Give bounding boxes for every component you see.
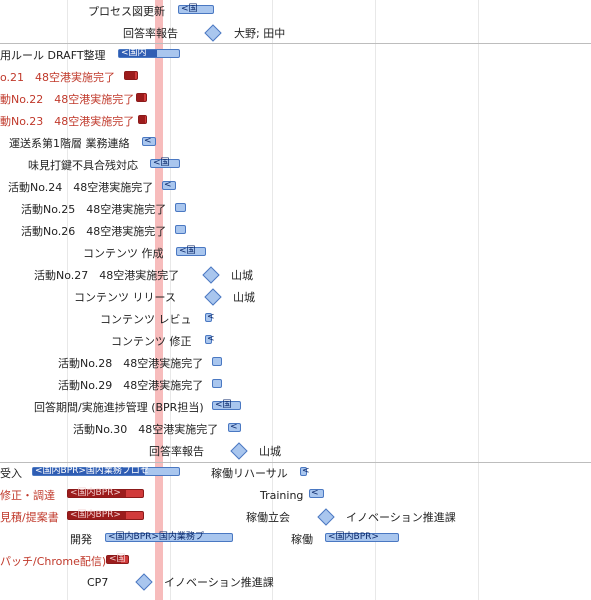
resource-label: 山城 xyxy=(231,269,253,282)
task-bar[interactable]: <国 xyxy=(176,246,206,256)
task-bar[interactable]: <国内 xyxy=(118,48,180,58)
task-bar[interactable]: <国 xyxy=(150,158,180,168)
task-label[interactable]: プロセス図更新 xyxy=(88,5,165,18)
timeline-gridline xyxy=(478,0,479,600)
task-bar-label: <国 xyxy=(153,158,170,168)
task-bar[interactable]: < xyxy=(205,312,215,322)
task-label[interactable]: 活動No.26 48空港実施完了 xyxy=(21,225,167,238)
progress-fill xyxy=(139,116,145,123)
milestone-label[interactable]: 稼働立会 xyxy=(246,511,290,524)
task-label[interactable]: 用ルール DRAFT整理 xyxy=(0,49,106,62)
milestone-label[interactable]: 回答率報告 xyxy=(149,445,204,458)
task-label[interactable]: パッチ/Chrome配信) xyxy=(0,555,107,568)
task-label[interactable]: Training xyxy=(260,489,304,502)
task-bar[interactable]: < xyxy=(162,180,176,190)
task-bar-label: < xyxy=(207,312,215,322)
progress-fill xyxy=(137,94,144,101)
task-bar-label: <国 xyxy=(215,400,232,410)
task-label[interactable]: 稼働 xyxy=(291,533,313,546)
task-label[interactable]: 活動No.28 48空港実施完了 xyxy=(58,357,204,370)
task-bar[interactable]: < xyxy=(205,334,215,344)
milestone-label[interactable]: CP7 xyxy=(87,576,109,589)
timeline-gridline xyxy=(67,0,68,600)
task-bar-label: <国内BPR> xyxy=(328,532,379,542)
critical-task-bar[interactable]: <国内BPR> xyxy=(67,510,144,520)
resource-label: 山城 xyxy=(233,291,255,304)
task-bar-label: < xyxy=(144,136,152,146)
task-bar[interactable] xyxy=(175,225,186,234)
resource-label: イノベーション推進課 xyxy=(164,576,274,589)
task-bar[interactable]: <国内BPR> xyxy=(325,532,399,542)
resource-label: イノベーション推進課 xyxy=(346,511,456,524)
critical-task-bar[interactable] xyxy=(138,115,147,124)
task-bar-label: <国内BPR> xyxy=(70,510,121,520)
timeline-gridline xyxy=(170,0,171,600)
task-bar-label: <国 xyxy=(181,4,198,14)
progress-fill xyxy=(107,556,121,563)
task-bar-label: < xyxy=(164,180,172,190)
critical-task-bar[interactable] xyxy=(124,71,138,80)
milestone-label[interactable]: コンテンツ リリース xyxy=(74,291,176,304)
progress-fill xyxy=(119,50,157,57)
progress-fill xyxy=(68,490,126,497)
task-bar-label: <国 xyxy=(179,246,196,256)
critical-task-bar[interactable]: <国 xyxy=(106,554,129,564)
critical-task-bar[interactable] xyxy=(136,93,147,102)
task-bar[interactable]: <国内BPR>国内業務プ xyxy=(105,532,233,542)
task-label[interactable]: 開発 xyxy=(70,533,92,546)
section-separator xyxy=(0,43,591,44)
progress-fill xyxy=(68,512,126,519)
task-label[interactable]: 動No.22 48空港実施完了 xyxy=(0,93,135,106)
task-label[interactable]: コンテンツ 作成 xyxy=(83,247,164,260)
task-label[interactable]: 活動No.25 48空港実施完了 xyxy=(21,203,167,216)
task-label[interactable]: o.21 48空港実施完了 xyxy=(0,71,116,84)
task-bar-label: <国内 xyxy=(121,48,147,58)
task-label[interactable]: 活動No.24 48空港実施完了 xyxy=(8,181,154,194)
task-label[interactable]: コンテンツ レビュ xyxy=(100,313,192,326)
task-bar[interactable]: < xyxy=(300,466,310,476)
task-bar[interactable]: < xyxy=(309,488,324,498)
task-label[interactable]: 活動No.29 48空港実施完了 xyxy=(58,379,204,392)
resource-label: 山城 xyxy=(259,445,281,458)
timeline-gridline xyxy=(272,0,273,600)
section-separator xyxy=(0,462,591,463)
milestone-label[interactable]: 活動No.27 48空港実施完了 xyxy=(34,269,180,282)
task-bar[interactable]: < xyxy=(142,136,156,146)
task-bar-label: < xyxy=(207,334,215,344)
task-label[interactable]: コンテンツ 修正 xyxy=(111,335,192,348)
task-label[interactable]: 回答期間/実施進捗管理 (BPR担当) xyxy=(34,401,204,414)
task-bar[interactable] xyxy=(175,203,186,212)
task-bar-label: <国内BPR>国内業務プロセ xyxy=(35,466,149,476)
today-marker xyxy=(155,0,163,600)
resource-label: 大野; 田中 xyxy=(234,27,286,40)
task-label[interactable]: 稼働リハーサル xyxy=(211,467,288,480)
task-label[interactable]: 修正・調達 xyxy=(0,489,55,502)
task-label[interactable]: 見積/提案書 xyxy=(0,511,59,524)
task-bar-label: <国 xyxy=(109,554,126,564)
milestone-label[interactable]: 回答率報告 xyxy=(123,27,178,40)
task-bar[interactable]: <国内BPR>国内業務プロセ xyxy=(32,466,180,476)
progress-fill xyxy=(33,468,145,475)
task-label[interactable]: 運送系第1階層 業務連絡 xyxy=(9,137,130,150)
task-label[interactable]: 活動No.30 48空港実施完了 xyxy=(73,423,219,436)
task-bar[interactable] xyxy=(212,357,222,366)
task-bar[interactable] xyxy=(212,379,222,388)
task-bar[interactable]: <国 xyxy=(178,4,214,14)
task-label[interactable]: 受入 xyxy=(0,467,22,480)
critical-task-bar[interactable]: <国内BPR> xyxy=(67,488,144,498)
progress-fill xyxy=(125,72,135,79)
timeline-gridline xyxy=(375,0,376,600)
task-bar-label: < xyxy=(302,466,310,476)
task-bar[interactable]: <国 xyxy=(212,400,241,410)
task-bar-label: <国内BPR> xyxy=(70,488,121,498)
task-label[interactable]: 動No.23 48空港実施完了 xyxy=(0,115,135,128)
task-bar-label: < xyxy=(311,488,319,498)
task-bar[interactable]: < xyxy=(228,422,241,432)
task-bar-label: < xyxy=(230,422,238,432)
task-label[interactable]: 味見打鍵不具合残対応 xyxy=(28,159,138,172)
task-bar-label: <国内BPR>国内業務プ xyxy=(108,532,204,542)
